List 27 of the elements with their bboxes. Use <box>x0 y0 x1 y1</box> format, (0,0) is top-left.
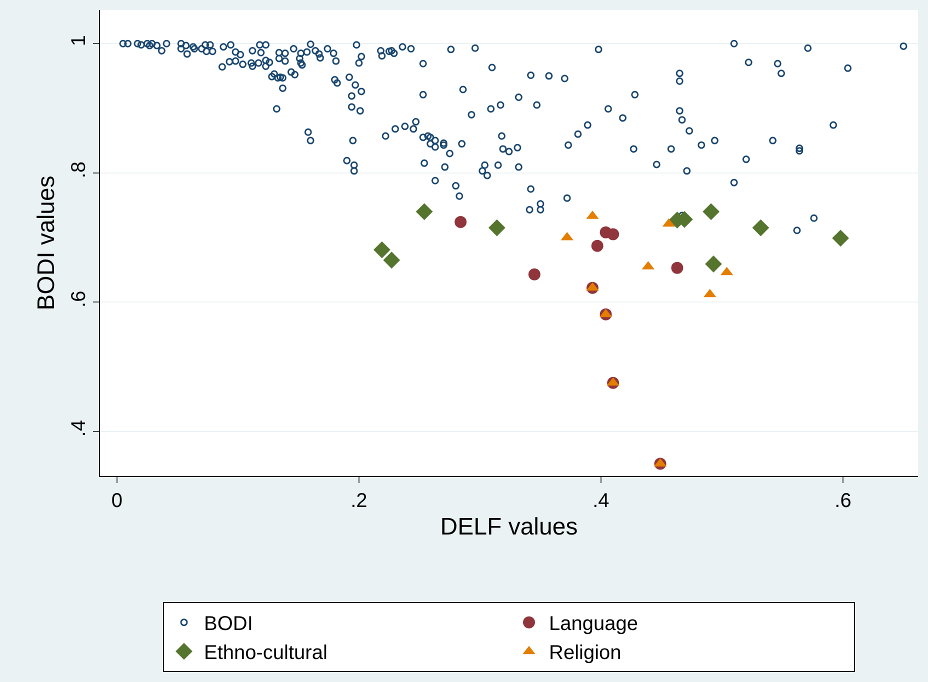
y-tick-label: 1 <box>68 35 90 46</box>
point <box>416 203 433 220</box>
point <box>832 230 850 247</box>
point <box>488 219 506 236</box>
point <box>705 256 722 272</box>
x-tick-label: .4 <box>592 490 610 512</box>
point <box>702 203 720 220</box>
legend-label: Ethno-cultural <box>204 642 328 664</box>
y-tick-label: .6 <box>68 290 90 308</box>
y-tick-label: .4 <box>68 420 90 437</box>
y-axis-title: BODI values <box>33 176 60 310</box>
x-tick-label: .6 <box>834 490 852 512</box>
point <box>383 252 400 269</box>
point <box>671 262 684 274</box>
point <box>607 228 620 240</box>
x-tick-label: 0 <box>111 490 123 512</box>
y-tick-label: .8 <box>68 162 90 178</box>
point <box>454 216 467 228</box>
legend-label: Language <box>549 613 638 636</box>
point <box>373 241 390 258</box>
x-tick-label: .2 <box>350 490 368 512</box>
point <box>591 240 604 252</box>
x-axis-title: DELF values <box>440 513 578 540</box>
point <box>528 268 540 280</box>
legend-label: BODI <box>204 613 253 636</box>
legend-label: Religion <box>549 642 622 664</box>
point <box>752 219 770 236</box>
